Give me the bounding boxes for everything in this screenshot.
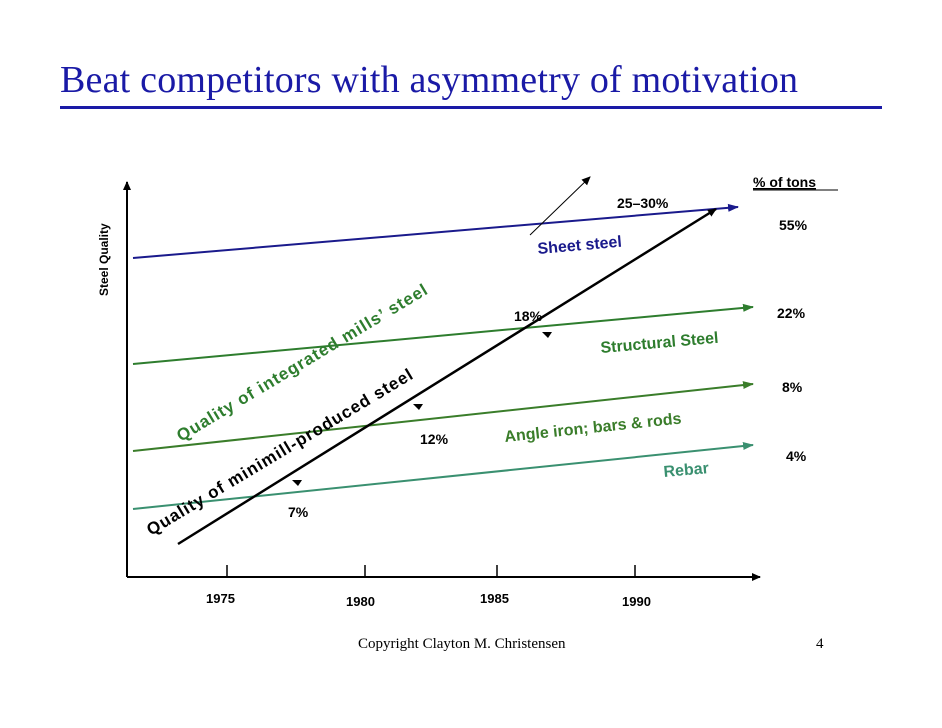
- title-underline: [60, 106, 882, 109]
- page-number: 4: [816, 636, 824, 652]
- minimill-point-25-30: 25–30%: [617, 195, 669, 211]
- y-axis-label: Steel Quality: [97, 223, 111, 296]
- tick-label-1985: 1985: [480, 591, 509, 606]
- sheet-steel-line: [132, 203, 739, 259]
- sheet-steel-label: Sheet steel: [537, 234, 623, 258]
- rebar-label: Rebar: [663, 460, 710, 481]
- minimill-crossing-marker-2: [413, 404, 423, 410]
- rebar-line: [132, 442, 754, 510]
- minimill-crossing-marker-1: [292, 480, 302, 486]
- angle-iron-line: [132, 381, 754, 452]
- copyright-footer: Copyright Clayton M. Christensen: [358, 636, 566, 652]
- share-structural-steel: 22%: [777, 305, 806, 321]
- minimill-point-18: 18%: [514, 308, 543, 324]
- integrated-quality-label: Quality of integrated mills’ steel: [173, 280, 431, 446]
- angle-iron-label: Angle iron; bars & rods: [504, 410, 683, 446]
- minimill-point-7: 7%: [288, 504, 309, 520]
- tick-label-1980: 1980: [346, 594, 375, 609]
- tons-column-header: % of tons: [753, 174, 816, 190]
- minimill-quality-label: Quality of minimill-produced steel: [143, 365, 417, 540]
- minimill-point-12: 12%: [420, 431, 449, 447]
- pointer-arrow: [529, 176, 591, 236]
- minimill-quality-arrow: [177, 207, 717, 546]
- structural-steel-line: [132, 303, 754, 365]
- tick-label-1990: 1990: [622, 594, 651, 609]
- share-sheet-steel: 55%: [779, 217, 808, 233]
- tick-label-1975: 1975: [206, 591, 235, 606]
- slide-title: Beat competitors with asymmetry of motiv…: [60, 59, 799, 101]
- share-rebar: 4%: [786, 448, 807, 464]
- minimill-crossing-marker-3: [542, 332, 552, 338]
- share-angle-iron: 8%: [782, 379, 803, 395]
- structural-steel-label: Structural Steel: [600, 330, 719, 357]
